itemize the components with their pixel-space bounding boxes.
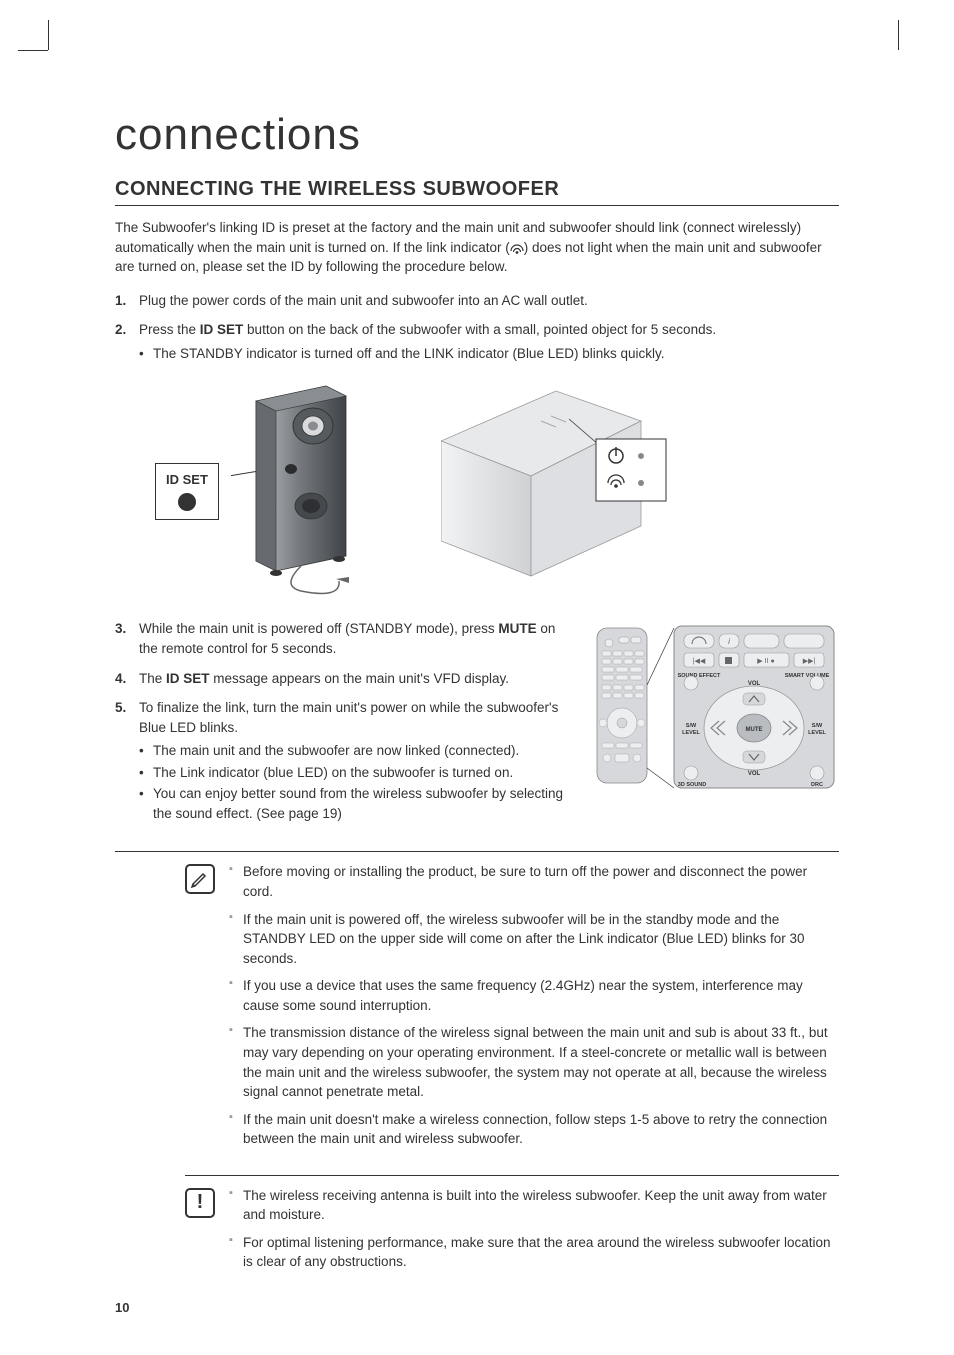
- step-5-bullet: The Link indicator (blue LED) on the sub…: [139, 763, 569, 783]
- step-text: To finalize the link, turn the main unit…: [139, 700, 558, 735]
- remote-illustration: i |◀◀ ▶ II ● ▶▶| SOUND EFFECT SMART VOLU…: [589, 623, 839, 793]
- remote-drc-label: DRC: [811, 782, 823, 788]
- note-item: If the main unit is powered off, the wir…: [229, 910, 839, 969]
- remote-mute-label: MUTE: [746, 727, 763, 733]
- remote-sound-effect-label: SOUND EFFECT: [678, 673, 721, 679]
- steps-list: 1 Plug the power cords of the main unit …: [115, 291, 839, 364]
- remote-swlevel-label: S/W: [686, 723, 697, 729]
- page-number: 10: [115, 1300, 839, 1315]
- step-number: 2: [115, 320, 126, 340]
- step-text-post: message appears on the main unit's VFD d…: [210, 671, 509, 686]
- step-text: Plug the power cords of the main unit an…: [139, 293, 588, 308]
- figures-row: ID SET: [155, 381, 839, 601]
- svg-text:▶ II ●: ▶ II ●: [757, 658, 774, 665]
- remote-vol-label: VOL: [748, 771, 761, 777]
- svg-text:i: i: [728, 637, 730, 646]
- remote-3dsound-label: 3D SOUND: [678, 782, 706, 788]
- step-text-bold: ID SET: [200, 322, 244, 337]
- mainunit-illustration: [441, 381, 671, 581]
- note-item: If the main unit doesn't make a wireless…: [229, 1110, 839, 1149]
- note-list: Before moving or installing the product,…: [229, 862, 839, 1156]
- page-title: connections: [115, 110, 839, 160]
- note-item: For optimal listening performance, make …: [229, 1233, 839, 1272]
- note-block-info: Before moving or installing the product,…: [185, 862, 839, 1156]
- step-1: 1 Plug the power cords of the main unit …: [115, 291, 839, 311]
- steps-remote-row: 3 While the main unit is powered off (ST…: [115, 619, 839, 833]
- link-indicator-icon: [510, 242, 524, 254]
- section-heading: CONNECTING THE WIRELESS SUBWOOFER: [115, 178, 839, 206]
- step-5: 5 To finalize the link, turn the main un…: [115, 698, 569, 823]
- pencil-note-icon: [185, 864, 215, 894]
- step-4: 4 The ID SET message appears on the main…: [115, 669, 569, 689]
- divider: [185, 1175, 839, 1176]
- remote-swlevel-label: S/W: [812, 723, 823, 729]
- step-5-bullet: The main unit and the subwoofer are now …: [139, 741, 569, 761]
- note-item: If you use a device that uses the same f…: [229, 976, 839, 1015]
- caution-list: The wireless receiving antenna is built …: [229, 1186, 839, 1280]
- note-block-caution: ! The wireless receiving antenna is buil…: [185, 1186, 839, 1280]
- idset-callout: ID SET: [155, 463, 219, 520]
- step-3: 3 While the main unit is powered off (ST…: [115, 619, 569, 658]
- remote-figure: i |◀◀ ▶ II ● ▶▶| SOUND EFFECT SMART VOLU…: [589, 623, 839, 798]
- step-5-bullet: You can enjoy better sound from the wire…: [139, 784, 569, 823]
- intro-paragraph: The Subwoofer's linking ID is preset at …: [115, 218, 839, 277]
- step-2: 2 Press the ID SET button on the back of…: [115, 320, 839, 363]
- step-2-bullet: The STANDBY indicator is turned off and …: [139, 344, 839, 364]
- svg-text:|◀◀: |◀◀: [693, 658, 706, 665]
- idset-button-icon: [178, 493, 196, 511]
- remote-smart-volume-label: SMART VOLUME: [785, 673, 830, 679]
- steps-list-continued: 3 While the main unit is powered off (ST…: [115, 619, 569, 823]
- step-text-pre: Press the: [139, 322, 200, 337]
- note-item: Before moving or installing the product,…: [229, 862, 839, 901]
- step-text-bold: MUTE: [498, 621, 536, 636]
- subwoofer-illustration: [231, 381, 381, 601]
- step-number: 3: [115, 619, 126, 639]
- note-item: The wireless receiving antenna is built …: [229, 1186, 839, 1225]
- step-number: 1: [115, 291, 126, 311]
- svg-text:LEVEL: LEVEL: [682, 730, 700, 736]
- idset-label: ID SET: [166, 472, 208, 487]
- step-text-pre: While the main unit is powered off (STAN…: [139, 621, 498, 636]
- manual-page: connections CONNECTING THE WIRELESS SUBW…: [0, 0, 954, 1355]
- step-number: 4: [115, 669, 126, 689]
- svg-text:▶▶|: ▶▶|: [803, 658, 816, 665]
- step-number: 5: [115, 698, 126, 718]
- step-text-bold: ID SET: [166, 671, 210, 686]
- svg-text:LEVEL: LEVEL: [808, 730, 826, 736]
- divider: [115, 851, 839, 852]
- remote-vol-label: VOL: [748, 681, 761, 687]
- mainunit-figure: [441, 381, 671, 581]
- caution-icon: !: [185, 1188, 215, 1218]
- subwoofer-figure: ID SET: [155, 381, 381, 601]
- note-item: The transmission distance of the wireles…: [229, 1023, 839, 1101]
- step-text-pre: The: [139, 671, 166, 686]
- step-text-post: button on the back of the subwoofer with…: [243, 322, 716, 337]
